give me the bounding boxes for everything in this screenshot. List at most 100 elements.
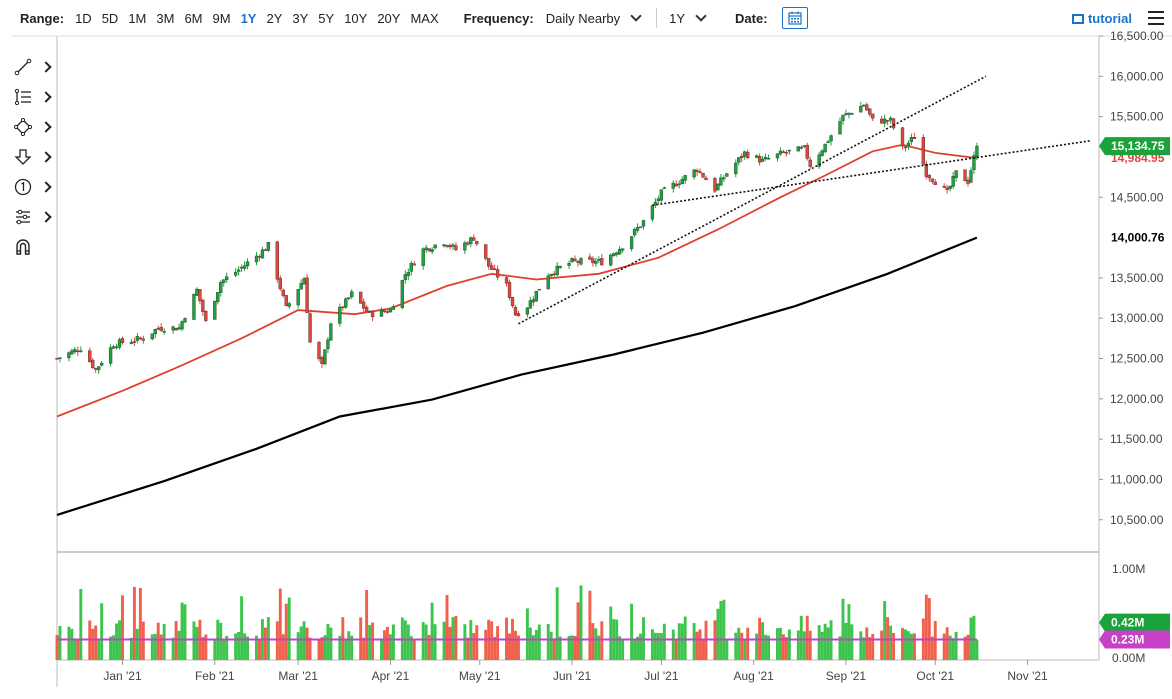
tool-numbered-marker[interactable]: [14, 172, 54, 202]
volume-bar: [305, 627, 309, 660]
date-label: Date:: [735, 10, 768, 26]
candle-body: [909, 137, 914, 142]
volume-bar: [454, 616, 458, 660]
volume-bar: [213, 640, 217, 660]
calendar-button[interactable]: [781, 7, 808, 29]
candle-body: [454, 245, 458, 251]
volume-bar: [942, 633, 946, 660]
period-select[interactable]: 1Y: [669, 10, 715, 26]
candle-body: [67, 352, 71, 359]
volume-bar: [237, 631, 241, 660]
volume-bar: [945, 627, 949, 660]
volume-bar: [683, 616, 687, 660]
line-tool-icon: [14, 58, 32, 76]
volume-bar: [778, 627, 782, 660]
candle-body: [347, 297, 351, 299]
volume-bar: [198, 619, 202, 660]
range-button-5y[interactable]: 5Y: [318, 10, 335, 26]
tool-fibonacci[interactable]: [14, 82, 54, 112]
candle-body: [841, 114, 845, 122]
volume-bar: [909, 633, 913, 660]
volume-bar: [326, 623, 330, 660]
volume-bar: [514, 630, 517, 660]
tool-magnet[interactable]: [14, 232, 54, 262]
candle-body: [885, 120, 890, 122]
volume-bar: [630, 603, 634, 660]
price-tick-label: 10,500.00: [1110, 513, 1164, 527]
candle-body: [576, 261, 580, 263]
range-button-9m[interactable]: 9M: [212, 10, 231, 26]
candle-body: [722, 177, 726, 180]
candle-body: [555, 265, 559, 276]
range-button-6m[interactable]: 6M: [184, 10, 203, 26]
chevron-right-icon: [40, 181, 52, 193]
volume-bar: [573, 635, 577, 660]
frequency-select[interactable]: Daily Nearby: [546, 10, 650, 26]
candle-body: [204, 311, 208, 321]
magnet-icon: [16, 239, 30, 255]
volume-bar: [100, 603, 104, 660]
tool-shape[interactable]: [14, 112, 54, 142]
candle-body: [546, 275, 550, 290]
volume-bar: [653, 632, 657, 660]
x-tick-label: Mar '21: [278, 669, 318, 683]
volume-bar: [525, 608, 529, 660]
volume-bar: [451, 617, 455, 660]
candle-body: [111, 346, 116, 349]
volume-bar: [118, 620, 121, 660]
candle-body: [865, 104, 869, 111]
candle-body: [531, 299, 536, 303]
volume-bar: [442, 621, 446, 660]
range-buttons: 1D 5D 1M 3M 6M 9M 1Y 2Y 3Y 5Y 10Y 20Y MAX: [70, 11, 444, 26]
fibonacci-tool-icon: [14, 88, 31, 106]
range-button-1m[interactable]: 1M: [128, 10, 147, 26]
tool-settings[interactable]: [14, 202, 54, 232]
hamburger-menu-icon[interactable]: [1148, 11, 1164, 25]
volume-bar: [91, 628, 95, 660]
range-button-max[interactable]: MAX: [410, 10, 439, 26]
range-button-20y[interactable]: 20Y: [377, 10, 401, 26]
price-tick-label: 15,500.00: [1110, 110, 1164, 124]
tool-line[interactable]: [14, 52, 54, 82]
volume-bar: [383, 630, 386, 660]
candle-body: [900, 127, 905, 147]
tutorial-link[interactable]: tutorial: [1071, 11, 1132, 26]
candle-body: [552, 273, 556, 276]
volume-bar: [162, 623, 166, 660]
candle-body: [680, 179, 684, 184]
candle-body: [260, 249, 265, 259]
candle-body: [507, 282, 512, 298]
tool-arrow[interactable]: [14, 142, 54, 172]
range-button-3m[interactable]: 3M: [156, 10, 175, 26]
axes: 16,500.0016,000.0015,500.0015,000.0014,5…: [12, 29, 1172, 687]
price-tick-label: 15,000.00: [1110, 150, 1164, 164]
volume-bar: [135, 628, 139, 660]
film-icon: [1071, 13, 1084, 24]
candle-body: [329, 323, 333, 341]
volume-bar: [963, 636, 967, 660]
volume-bar: [737, 627, 741, 660]
range-button-1d[interactable]: 1D: [75, 10, 92, 26]
range-button-1y[interactable]: 1Y: [240, 10, 257, 26]
volume-bar: [871, 634, 875, 660]
volume-ma-label-bg: [1099, 630, 1170, 649]
volume-bar: [368, 625, 372, 660]
range-button-5d[interactable]: 5D: [101, 10, 119, 26]
volume-bar: [862, 637, 866, 660]
volume-bar: [299, 626, 303, 660]
candle-body: [891, 118, 896, 129]
volume-bar: [70, 628, 74, 660]
candle-body: [713, 178, 717, 192]
volume-bar: [951, 638, 955, 660]
numbered-marker-icon: [14, 178, 32, 196]
candle-body: [391, 306, 396, 310]
candle-body: [359, 291, 363, 304]
range-button-2y[interactable]: 2Y: [266, 10, 283, 26]
candle-body: [716, 183, 720, 191]
range-button-10y[interactable]: 10Y: [344, 10, 368, 26]
range-button-3y[interactable]: 3Y: [292, 10, 309, 26]
volume-bar: [317, 639, 321, 660]
ma50-price-label: 14,984.95: [1111, 151, 1165, 165]
